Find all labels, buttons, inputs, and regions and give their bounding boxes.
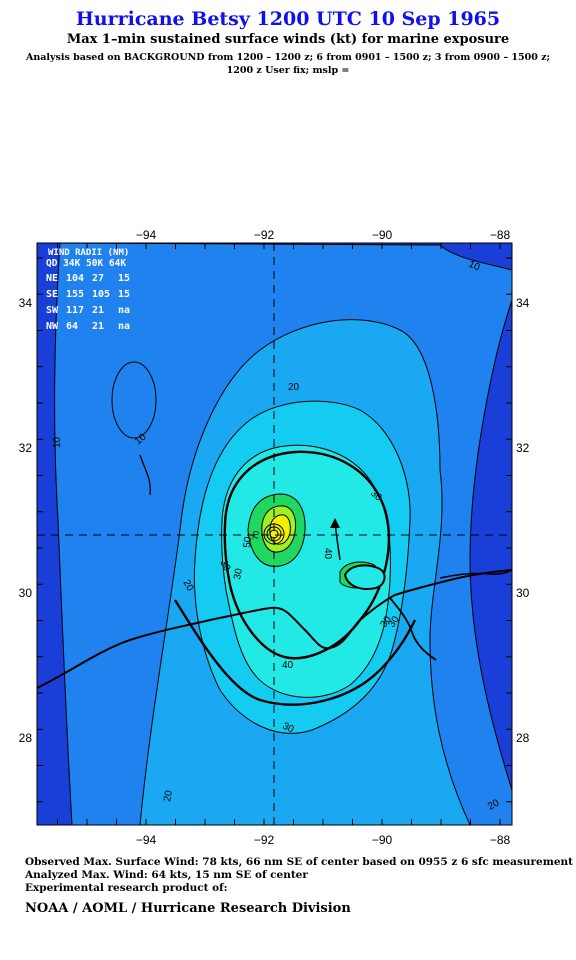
contour-label: 40: [282, 660, 294, 671]
contour-labels: 10 10 10 20 20 30 30 30 40 40 30 30 20 2…: [52, 259, 502, 813]
legend-title: WIND RADII (NM): [48, 248, 129, 258]
wind-contours: [37, 243, 512, 825]
lon-label-top-90: −90: [372, 228, 393, 242]
legend-qd: NE: [46, 273, 58, 284]
legend-qd: SE: [46, 289, 58, 300]
storm-track-arrowhead: [330, 518, 340, 528]
map-subtitle: Max 1–min sustained surface winds (kt) f…: [66, 32, 510, 47]
lat-label-right-32: 32: [516, 441, 530, 455]
contour-label: 50: [242, 536, 254, 548]
wind-band-10-20-island: [111, 361, 157, 439]
legend-64k: 15: [118, 289, 130, 300]
lat-label-right-30: 30: [516, 586, 530, 600]
contour-label: 40: [322, 548, 333, 560]
lon-label-top-92: −92: [254, 228, 275, 242]
experimental-note: Experimental research product of:: [25, 882, 228, 894]
axis-ticks: [37, 243, 512, 825]
legend-row-ne: NE 104 27 15: [46, 273, 130, 284]
analysis-description: Analysis based on BACKGROUND from 1200 –…: [0, 51, 576, 77]
lat-label-left-30: 30: [19, 586, 33, 600]
legend-64k: na: [118, 321, 130, 332]
map-title: Hurricane Betsy 1200 UTC 10 Sep 1965: [75, 8, 501, 30]
legend-34k: 64: [66, 321, 78, 332]
legend-64k: na: [118, 305, 130, 316]
lon-label-bottom-90: −90: [372, 833, 393, 847]
lat-label-left-32: 32: [19, 441, 33, 455]
legend-34k: 117: [66, 305, 84, 316]
legend-50k: 105: [92, 289, 110, 300]
contour-label: 30: [217, 558, 232, 574]
analysis-line-1: Analysis based on BACKGROUND from 1200 –…: [25, 52, 551, 63]
lon-label-bottom-88: −88: [490, 833, 511, 847]
legend-row-sw: SW 117 21 na: [46, 305, 130, 316]
lat-label-left-34: 34: [19, 296, 33, 310]
legend-qd: NW: [46, 321, 59, 332]
organization-credit: NOAA / AOML / Hurricane Research Divisio…: [25, 901, 351, 916]
coastline-east: [439, 569, 512, 579]
coastline: [37, 569, 512, 689]
lat-label-left-28: 28: [19, 731, 33, 745]
lon-label-bottom-92: −92: [254, 833, 275, 847]
analysis-line-2: 1200 z User fix; mslp =: [226, 65, 350, 76]
legend-34k: 104: [66, 273, 84, 284]
contour-label: 30: [281, 721, 296, 736]
legend-50k: 27: [92, 273, 104, 284]
contour-label: 20: [162, 789, 175, 802]
lon-labels-top: −94 −92 −90 −88: [136, 228, 511, 242]
contour-label: 70: [251, 530, 261, 540]
contour-label: 20: [180, 578, 195, 594]
contour-label: 20: [486, 797, 502, 812]
legend-50k: 21: [92, 305, 104, 316]
legend-header: QD 34K 50K 64K: [46, 258, 126, 269]
legend-qd: SW: [46, 305, 59, 316]
observed-max-wind: Observed Max. Surface Wind: 78 kts, 66 n…: [25, 856, 574, 868]
legend-34k: 155: [66, 289, 84, 300]
mississippi-delta: [389, 597, 437, 661]
legend-64k: 15: [118, 273, 130, 284]
lon-labels-bottom: −94 −92 −90 −88: [136, 833, 511, 847]
analyzed-max-wind: Analyzed Max. Wind: 64 kts, 15 nm SE of …: [25, 869, 308, 881]
contour-label: 20: [288, 382, 300, 393]
legend-row-se: SE 155 105 15: [46, 289, 130, 300]
lat-labels-left: 34 32 30 28: [19, 296, 33, 745]
lake-pontchartrain: [343, 564, 386, 590]
lat-label-right-34: 34: [516, 296, 530, 310]
wind-band-70plus: [269, 514, 291, 545]
lon-label-bottom-94: −94: [136, 833, 157, 847]
wind-radii-legend: WIND RADII (NM) QD 34K 50K 64K NE 104 27…: [46, 248, 130, 332]
contour-label: 10: [52, 436, 63, 448]
wind-contour-20-thick: [173, 599, 417, 706]
legend-row-nw: NW 64 21 na: [46, 321, 130, 332]
legend-50k: 21: [92, 321, 104, 332]
river-north: [139, 454, 151, 496]
contour-label: 30: [232, 567, 245, 580]
contour-label: 10: [467, 259, 482, 274]
lon-label-top-94: −94: [136, 228, 157, 242]
wind-contour-30-thick: [223, 450, 391, 660]
lat-label-right-28: 28: [516, 731, 530, 745]
lat-labels-right: 34 32 30 28: [516, 296, 530, 745]
lon-label-top-88: −88: [490, 228, 511, 242]
map-frame: [36, 242, 513, 826]
